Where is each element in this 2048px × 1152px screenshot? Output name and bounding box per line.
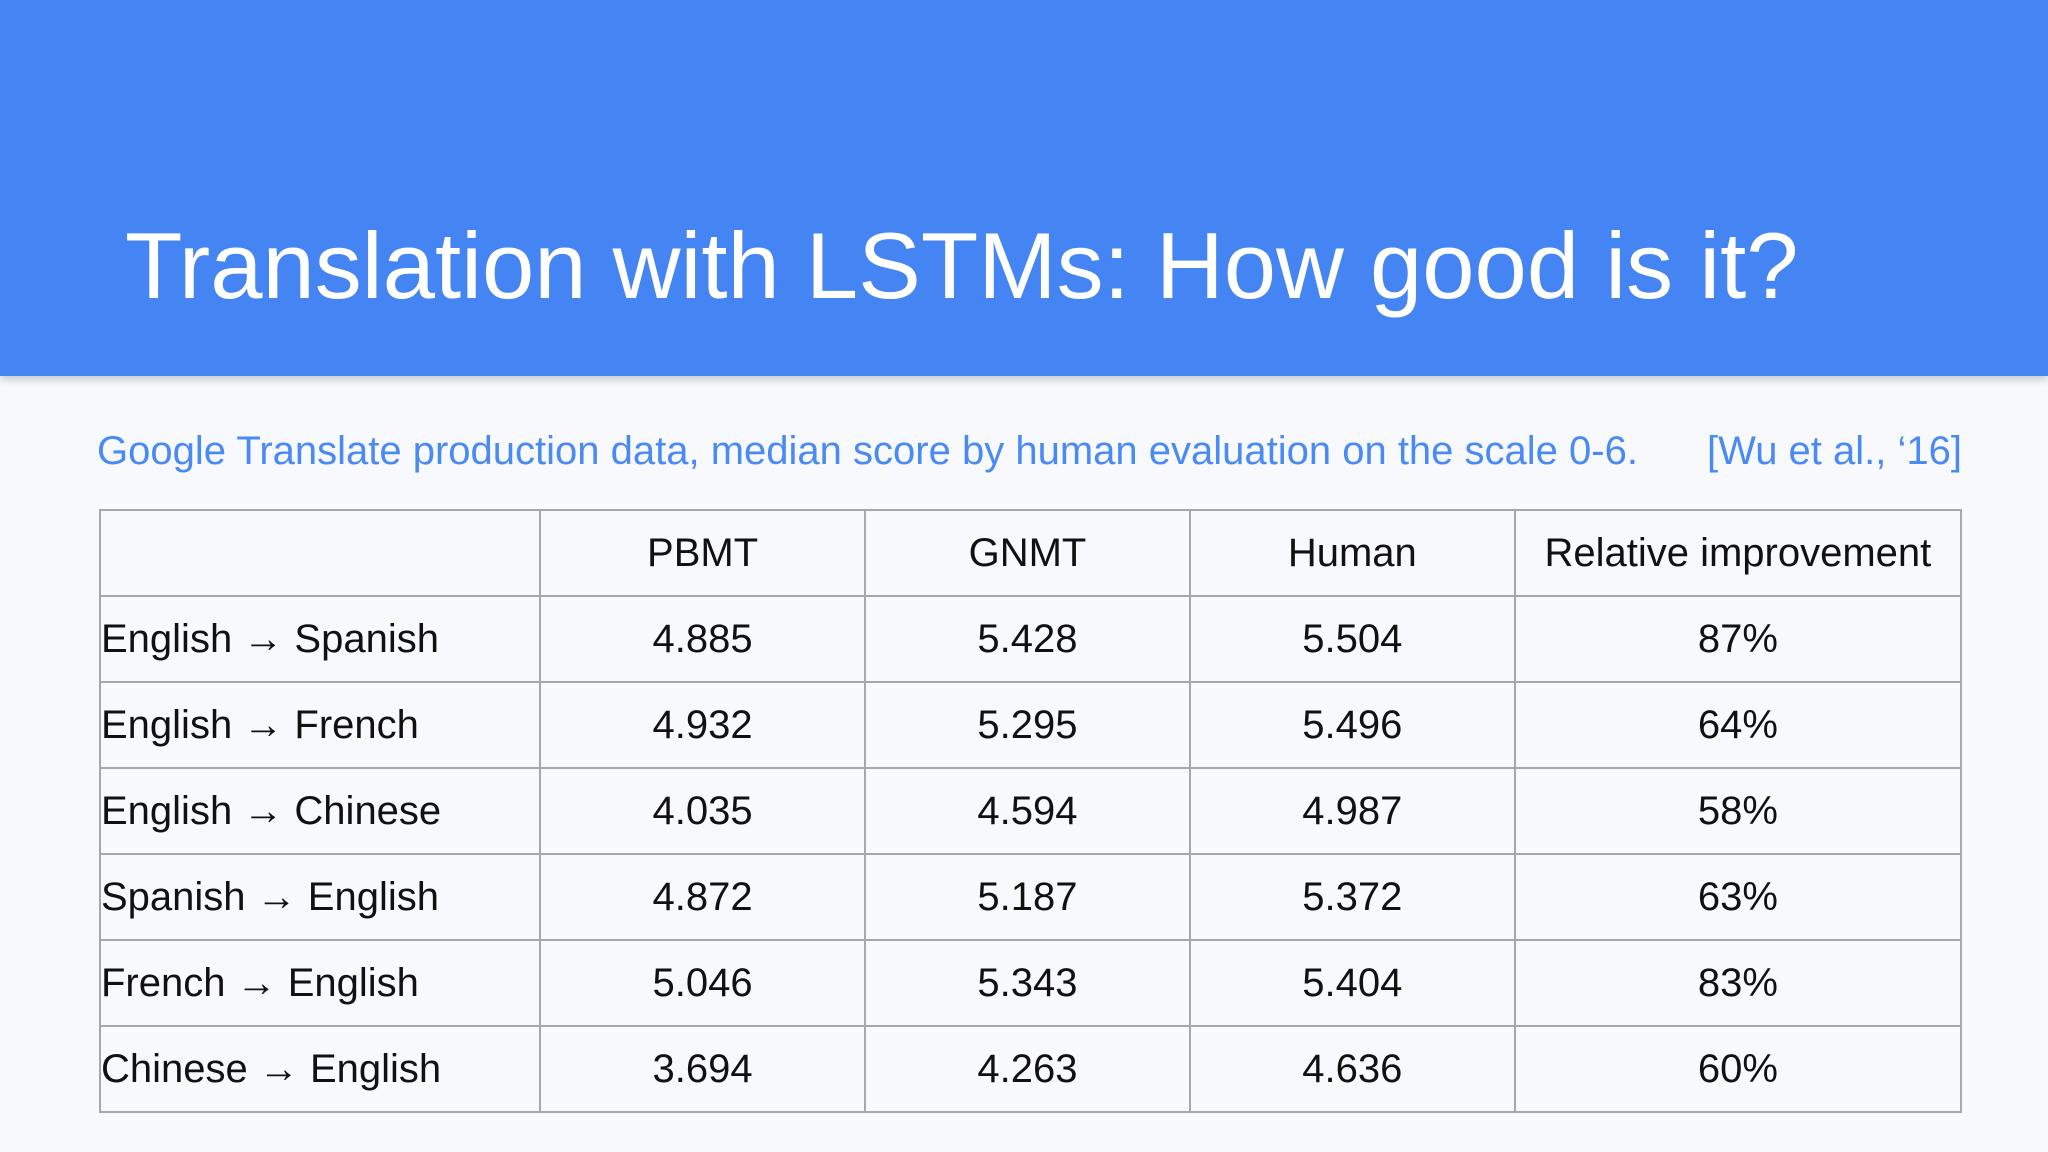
gnmt-value: 5.295 (864, 681, 1191, 769)
table-row: English → Chinese 4.035 4.594 4.987 58% (98, 767, 1963, 855)
pbmt-value: 4.932 (539, 681, 867, 769)
relative-improvement-value: 64% (1513, 681, 1963, 769)
table-row: French → English 5.046 5.343 5.404 83% (98, 939, 1963, 1027)
table-row: English → French 4.932 5.295 5.496 64% (98, 681, 1963, 769)
row-label: English → French (98, 681, 542, 769)
relative-improvement-value: 63% (1513, 853, 1963, 941)
relative-improvement-value: 60% (1513, 1025, 1963, 1113)
header-cell-blank (98, 509, 542, 597)
header-cell-pbmt: PBMT (539, 509, 867, 597)
row-label: Chinese → English (98, 1025, 542, 1113)
human-value: 5.496 (1188, 681, 1516, 769)
human-value: 5.372 (1188, 853, 1516, 941)
human-value: 5.504 (1188, 595, 1516, 683)
relative-improvement-value: 58% (1513, 767, 1963, 855)
subtitle-row: Google Translate production data, median… (97, 426, 1962, 476)
header-cell-relative-improvement: Relative improvement (1513, 509, 1963, 597)
table-row: Spanish → English 4.872 5.187 5.372 63% (98, 853, 1963, 941)
results-table: PBMT GNMT Human Relative improvement Eng… (98, 509, 1963, 1113)
row-label: French → English (98, 939, 542, 1027)
slide-title: Translation with LSTMs: How good is it? (125, 213, 1799, 318)
header-cell-human: Human (1188, 509, 1516, 597)
header-band: Translation with LSTMs: How good is it? (0, 0, 2048, 376)
row-label: English → Chinese (98, 767, 542, 855)
human-value: 5.404 (1188, 939, 1516, 1027)
citation: [Wu et al., ‘16] (1707, 429, 1962, 473)
gnmt-value: 4.594 (864, 767, 1191, 855)
pbmt-value: 3.694 (539, 1025, 867, 1113)
human-value: 4.987 (1188, 767, 1516, 855)
gnmt-value: 4.263 (864, 1025, 1191, 1113)
relative-improvement-value: 87% (1513, 595, 1963, 683)
pbmt-value: 4.885 (539, 595, 867, 683)
table-row: English → Spanish 4.885 5.428 5.504 87% (98, 595, 1963, 683)
gnmt-value: 5.343 (864, 939, 1191, 1027)
pbmt-value: 4.872 (539, 853, 867, 941)
header-cell-gnmt: GNMT (864, 509, 1191, 597)
pbmt-value: 5.046 (539, 939, 867, 1027)
row-label: English → Spanish (98, 595, 542, 683)
subtitle-text: Google Translate production data, median… (97, 429, 1638, 473)
human-value: 4.636 (1188, 1025, 1516, 1113)
pbmt-value: 4.035 (539, 767, 867, 855)
relative-improvement-value: 83% (1513, 939, 1963, 1027)
gnmt-value: 5.187 (864, 853, 1191, 941)
table-header-row: PBMT GNMT Human Relative improvement (98, 509, 1963, 597)
gnmt-value: 5.428 (864, 595, 1191, 683)
table-row: Chinese → English 3.694 4.263 4.636 60% (98, 1025, 1963, 1113)
row-label: Spanish → English (98, 853, 542, 941)
